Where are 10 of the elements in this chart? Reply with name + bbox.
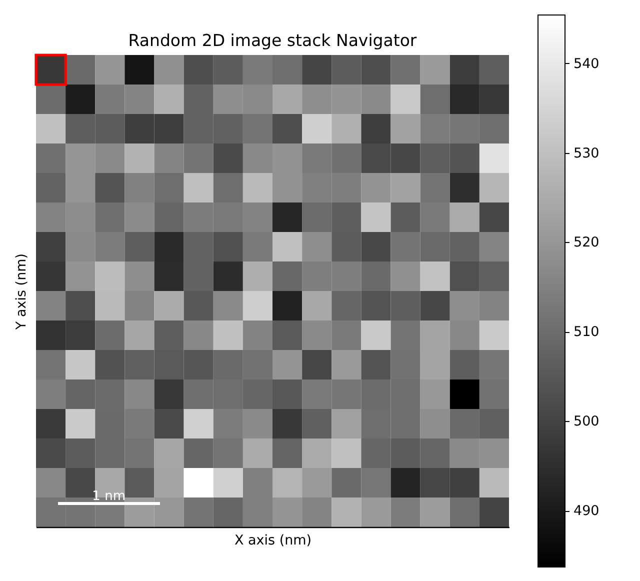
chart-title: Random 2D image stack Navigator [128, 31, 417, 50]
color-bar-label: 530 [574, 145, 600, 162]
x-axis-title: X axis (nm) [234, 532, 312, 548]
annotation: 1 nm [92, 489, 126, 504]
color-bar-label: 500 [574, 414, 600, 430]
color-bar-label: 540 [574, 56, 600, 72]
color-bar-label: 520 [574, 234, 600, 251]
y-axis-title: Y axis (nm) [14, 253, 30, 331]
color-bar-label: 510 [574, 324, 600, 340]
color-bar-label: 490 [574, 503, 600, 520]
